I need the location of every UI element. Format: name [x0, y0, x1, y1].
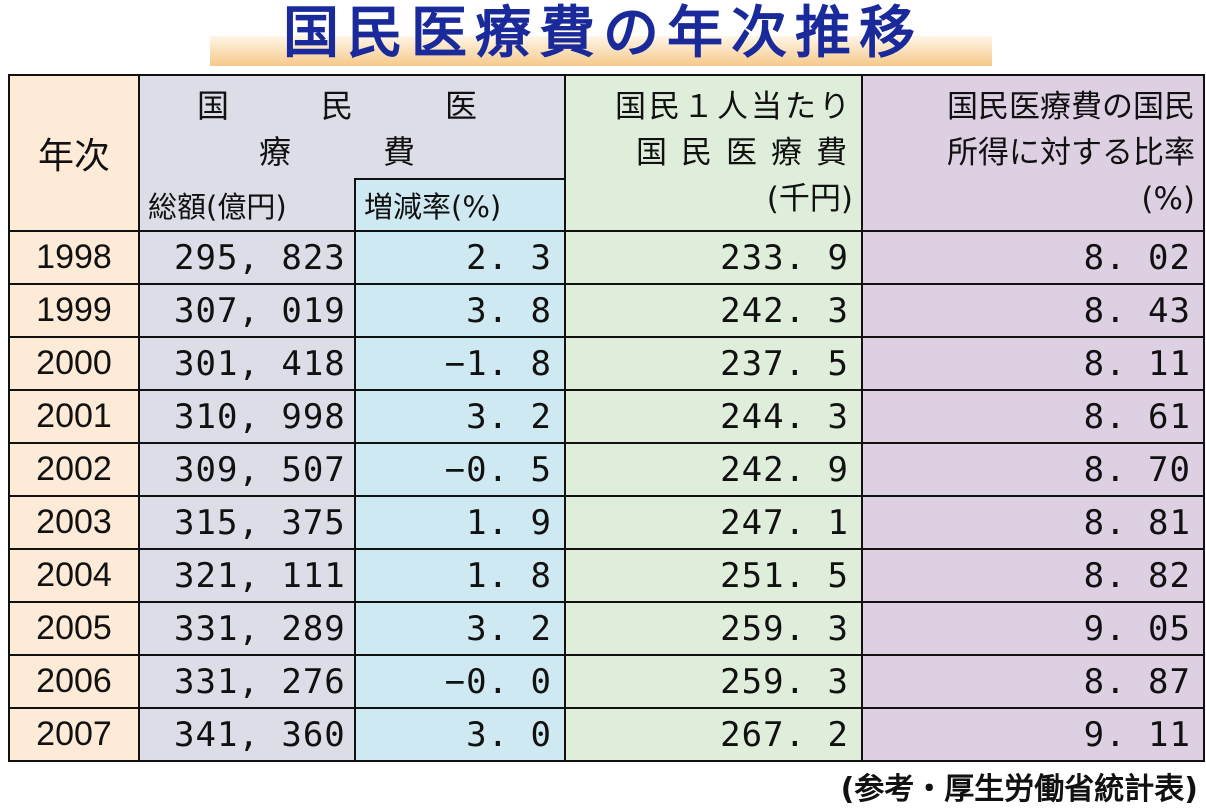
cell-per-capita: 244. 3 — [564, 389, 863, 444]
cell-ratio: 8. 11 — [861, 336, 1205, 391]
table-row: 2007 341, 360 3. 0 267. 2 9. 11 — [8, 707, 1205, 762]
header-ratio-line1: 国民医療費の国民 — [947, 89, 1195, 125]
header-ratio-unit: (%) — [1141, 181, 1195, 217]
header-per-capita-line2: 国民医療費 — [636, 135, 861, 171]
cell-per-capita: 259. 3 — [564, 654, 863, 709]
title-underline-band — [210, 36, 992, 66]
table-row: 2002 309, 507 −0. 5 242. 9 8. 70 — [8, 442, 1205, 497]
header-per-capita-unit: (千円) — [766, 181, 853, 217]
cell-year: 2001 — [8, 389, 140, 444]
cell-total: 331, 276 — [138, 654, 356, 709]
table-row: 2001 310, 998 3. 2 244. 3 8. 61 — [8, 389, 1205, 444]
cell-per-capita: 233. 9 — [564, 230, 863, 285]
header-ratio-line2: 所得に対する比率 — [947, 135, 1195, 171]
header-ratio: 国民医療費の国民 所得に対する比率 (%) — [861, 74, 1205, 232]
header-year: 年次 — [8, 74, 140, 232]
cell-ratio: 8. 81 — [861, 495, 1205, 550]
cell-year: 2000 — [8, 336, 140, 391]
table-row: 2004 321, 111 1. 8 251. 5 8. 82 — [8, 548, 1205, 603]
header-change-rate: 増減率(%) — [354, 178, 566, 232]
header-national-medical-expenses: 国 民 医 療 費 — [138, 74, 566, 179]
cell-per-capita: 247. 1 — [564, 495, 863, 550]
cell-ratio: 8. 02 — [861, 230, 1205, 285]
cell-year: 2007 — [8, 707, 140, 762]
page-title: 国民医療費の年次推移 — [283, 1, 923, 66]
cell-per-capita: 267. 2 — [564, 707, 863, 762]
cell-per-capita: 237. 5 — [564, 336, 863, 391]
table-row: 2003 315, 375 1. 9 247. 1 8. 81 — [8, 495, 1205, 550]
cell-total: 315, 375 — [138, 495, 356, 550]
cell-rate: 3. 2 — [354, 601, 566, 656]
cell-total: 295, 823 — [138, 230, 356, 285]
header-per-capita: 国民１人当たり 国民医療費 (千円) — [564, 74, 863, 232]
cell-rate: −1. 8 — [354, 336, 566, 391]
cell-ratio: 8. 87 — [861, 654, 1205, 709]
cell-total: 321, 111 — [138, 548, 356, 603]
cell-per-capita: 242. 9 — [564, 442, 863, 497]
cell-total: 341, 360 — [138, 707, 356, 762]
cell-year: 1998 — [8, 230, 140, 285]
cell-per-capita: 259. 3 — [564, 601, 863, 656]
cell-rate: 3. 8 — [354, 283, 566, 338]
cell-total: 310, 998 — [138, 389, 356, 444]
header-per-capita-line1: 国民１人当たり — [615, 89, 853, 125]
cell-ratio: 8. 43 — [861, 283, 1205, 338]
cell-ratio: 9. 05 — [861, 601, 1205, 656]
cell-per-capita: 242. 3 — [564, 283, 863, 338]
medical-expenses-table: 年次 国 民 医 療 費 国民１人当たり 国民医療費 (千円) 国民医療費の国民… — [8, 74, 1205, 762]
cell-total: 309, 507 — [138, 442, 356, 497]
cell-ratio: 8. 61 — [861, 389, 1205, 444]
cell-total: 301, 418 — [138, 336, 356, 391]
table-row: 2000 301, 418 −1. 8 237. 5 8. 11 — [8, 336, 1205, 391]
header-total: 総額(億円) — [138, 179, 356, 232]
cell-ratio: 9. 11 — [861, 707, 1205, 762]
cell-year: 2002 — [8, 442, 140, 497]
cell-rate: 2. 3 — [354, 230, 566, 285]
table-row: 2005 331, 289 3. 2 259. 3 9. 05 — [8, 601, 1205, 656]
source-note: (参考・厚生労働省統計表) — [840, 772, 1198, 807]
cell-rate: −0. 0 — [354, 654, 566, 709]
cell-rate: 1. 9 — [354, 495, 566, 550]
cell-year: 2003 — [8, 495, 140, 550]
cell-total: 331, 289 — [138, 601, 356, 656]
cell-rate: −0. 5 — [354, 442, 566, 497]
table-row: 2006 331, 276 −0. 0 259. 3 8. 87 — [8, 654, 1205, 709]
table-row: 1998 295, 823 2. 3 233. 9 8. 02 — [8, 230, 1205, 285]
table-row: 1999 307, 019 3. 8 242. 3 8. 43 — [8, 283, 1205, 338]
cell-rate: 1. 8 — [354, 548, 566, 603]
cell-ratio: 8. 70 — [861, 442, 1205, 497]
cell-rate: 3. 0 — [354, 707, 566, 762]
cell-year: 2005 — [8, 601, 140, 656]
cell-rate: 3. 2 — [354, 389, 566, 444]
cell-year: 2006 — [8, 654, 140, 709]
title-area: 国民医療費の年次推移 — [0, 0, 1206, 74]
cell-per-capita: 251. 5 — [564, 548, 863, 603]
cell-total: 307, 019 — [138, 283, 356, 338]
cell-ratio: 8. 82 — [861, 548, 1205, 603]
cell-year: 1999 — [8, 283, 140, 338]
cell-year: 2004 — [8, 548, 140, 603]
